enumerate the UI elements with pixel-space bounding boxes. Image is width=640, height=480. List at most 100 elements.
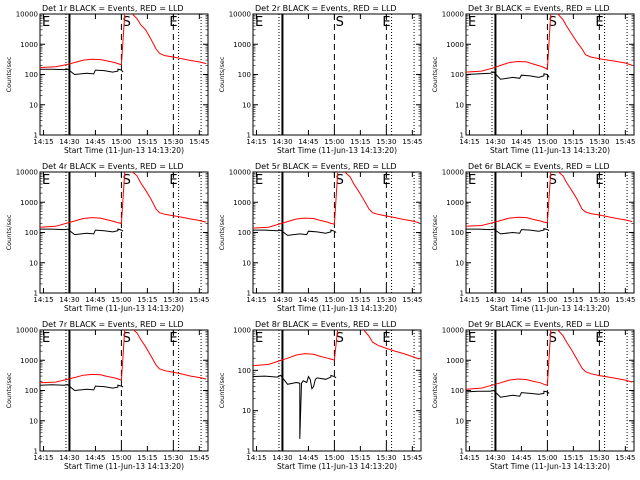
end-marker: E — [595, 331, 603, 346]
end-marker: E — [382, 173, 390, 188]
start-marker: S — [549, 173, 557, 188]
x-tick-label: 14:45 — [298, 296, 318, 304]
x-tick-label: 15:30 — [589, 296, 609, 304]
x-tick-label: 14:30 — [59, 138, 79, 146]
y-tick-label: 1000 — [446, 41, 464, 49]
detector-panel: Det 4r BLACK = Events, RED = LLD 1 10 100 10… — [5, 162, 209, 313]
x-tick-label: 14:30 — [272, 296, 292, 304]
x-axis-label: Start Time (11-Jun-13 14:13:20) — [277, 146, 397, 155]
end-marker: E — [255, 173, 263, 188]
events-series-line — [40, 228, 124, 236]
y-axis-label: Counts/sec — [218, 56, 226, 92]
y-tick-label: 1000 — [233, 199, 251, 207]
y-tick-label: 10000 — [16, 327, 38, 335]
panel-title: Det 3r BLACK = Events, RED = LLD — [468, 4, 610, 13]
x-tick-label: 15:30 — [163, 296, 183, 304]
x-axis-label: Start Time (11-Jun-13 14:13:20) — [490, 146, 610, 155]
x-tick-label: 14:30 — [485, 296, 505, 304]
y-tick-label: 1 — [247, 132, 251, 140]
x-tick-label: 15:15 — [350, 138, 370, 146]
x-tick-label: 15:45 — [615, 296, 635, 304]
x-tick-label: 15:00 — [324, 138, 344, 146]
x-tick-label: 14:30 — [272, 454, 292, 462]
end-marker: E — [468, 331, 476, 346]
y-tick-label: 1 — [460, 290, 464, 298]
detector-panel: Det 3r BLACK = Events, RED = LLD 1 10 100 10… — [431, 4, 635, 155]
events-series-line — [466, 71, 550, 80]
detector-panel: Det 5r BLACK = Events, RED = LLD 1 10 100 10… — [218, 162, 422, 313]
panel-title: Det 6r BLACK = Events, RED = LLD — [468, 162, 610, 171]
panel-title: Det 2r BLACK = Events, RED = LLD — [255, 4, 397, 13]
y-tick-label: 10000 — [229, 11, 251, 19]
events-series-line — [253, 229, 337, 236]
y-tick-label: 10000 — [442, 169, 464, 177]
events-series-line — [466, 227, 550, 235]
end-marker: E — [382, 331, 390, 346]
detector-panel: Det 8r BLACK = Events, RED = LLD 1 10 100 10… — [218, 320, 422, 471]
y-axis-label: Counts/sec — [5, 56, 13, 92]
end-marker: E — [382, 15, 390, 30]
x-tick-label: 15:30 — [376, 138, 396, 146]
x-tick-label: 15:00 — [324, 454, 344, 462]
x-tick-label: 14:15 — [459, 296, 479, 304]
x-tick-label: 14:45 — [511, 454, 531, 462]
x-axis-label: Start Time (11-Jun-13 14:13:20) — [490, 304, 610, 313]
lld-series-line — [40, 14, 207, 68]
y-tick-label: 100 — [451, 387, 464, 395]
y-tick-label: 1000 — [446, 199, 464, 207]
y-axis-label: Counts/sec — [5, 372, 13, 408]
end-marker: E — [255, 15, 263, 30]
x-tick-label: 15:30 — [589, 454, 609, 462]
y-tick-label: 100 — [238, 71, 251, 79]
x-tick-label: 14:15 — [33, 138, 53, 146]
plot-frame — [252, 329, 422, 452]
y-tick-label: 10000 — [16, 11, 38, 19]
x-tick-label: 14:45 — [511, 138, 531, 146]
detector-panel: Det 6r BLACK = Events, RED = LLD 1 10 100 10… — [431, 162, 635, 313]
y-tick-label: 1000 — [20, 199, 38, 207]
lld-series-line — [466, 172, 633, 227]
y-tick-label: 100 — [238, 367, 251, 375]
x-tick-label: 15:15 — [137, 138, 157, 146]
y-tick-label: 10 — [242, 407, 251, 415]
y-axis-label: Counts/sec — [218, 214, 226, 250]
y-tick-label: 1 — [460, 448, 464, 456]
events-series-line — [40, 384, 124, 392]
y-tick-label: 100 — [25, 387, 38, 395]
x-tick-label: 15:00 — [111, 454, 131, 462]
y-tick-label: 10 — [29, 259, 38, 267]
start-marker: S — [123, 173, 131, 188]
x-axis-label: Start Time (11-Jun-13 14:13:20) — [277, 304, 397, 313]
x-tick-label: 14:45 — [298, 138, 318, 146]
end-marker: E — [169, 173, 177, 188]
y-tick-label: 10000 — [442, 327, 464, 335]
y-tick-label: 10 — [242, 101, 251, 109]
y-tick-label: 10 — [242, 259, 251, 267]
detector-panel: Det 1r BLACK = Events, RED = LLD 1 10 100 10… — [5, 4, 209, 155]
y-axis-label: Counts/sec — [431, 214, 439, 250]
x-tick-label: 15:30 — [589, 138, 609, 146]
end-marker: E — [468, 173, 476, 188]
x-tick-label: 15:45 — [402, 454, 422, 462]
end-marker: E — [42, 15, 50, 30]
lld-series-line — [253, 330, 420, 367]
x-tick-label: 14:15 — [459, 454, 479, 462]
x-tick-label: 15:15 — [350, 296, 370, 304]
start-marker: S — [549, 331, 557, 346]
y-tick-label: 10 — [29, 101, 38, 109]
y-axis-label: Counts/sec — [5, 214, 13, 250]
events-series-line — [466, 389, 550, 398]
x-tick-label: 15:15 — [563, 138, 583, 146]
panel-title: Det 9r BLACK = Events, RED = LLD — [468, 320, 610, 329]
end-marker: E — [468, 15, 476, 30]
x-tick-label: 15:30 — [163, 454, 183, 462]
panel-title: Det 1r BLACK = Events, RED = LLD — [42, 4, 184, 13]
x-tick-label: 14:30 — [485, 454, 505, 462]
lld-series-line — [466, 330, 633, 390]
y-tick-label: 1 — [247, 448, 251, 456]
detector-panel: Det 2r BLACK = Events, RED = LLD 1 10 100 10… — [218, 4, 422, 155]
start-marker: S — [336, 173, 344, 188]
start-marker: S — [336, 331, 344, 346]
y-tick-label: 10000 — [442, 11, 464, 19]
y-tick-label: 1000 — [20, 41, 38, 49]
